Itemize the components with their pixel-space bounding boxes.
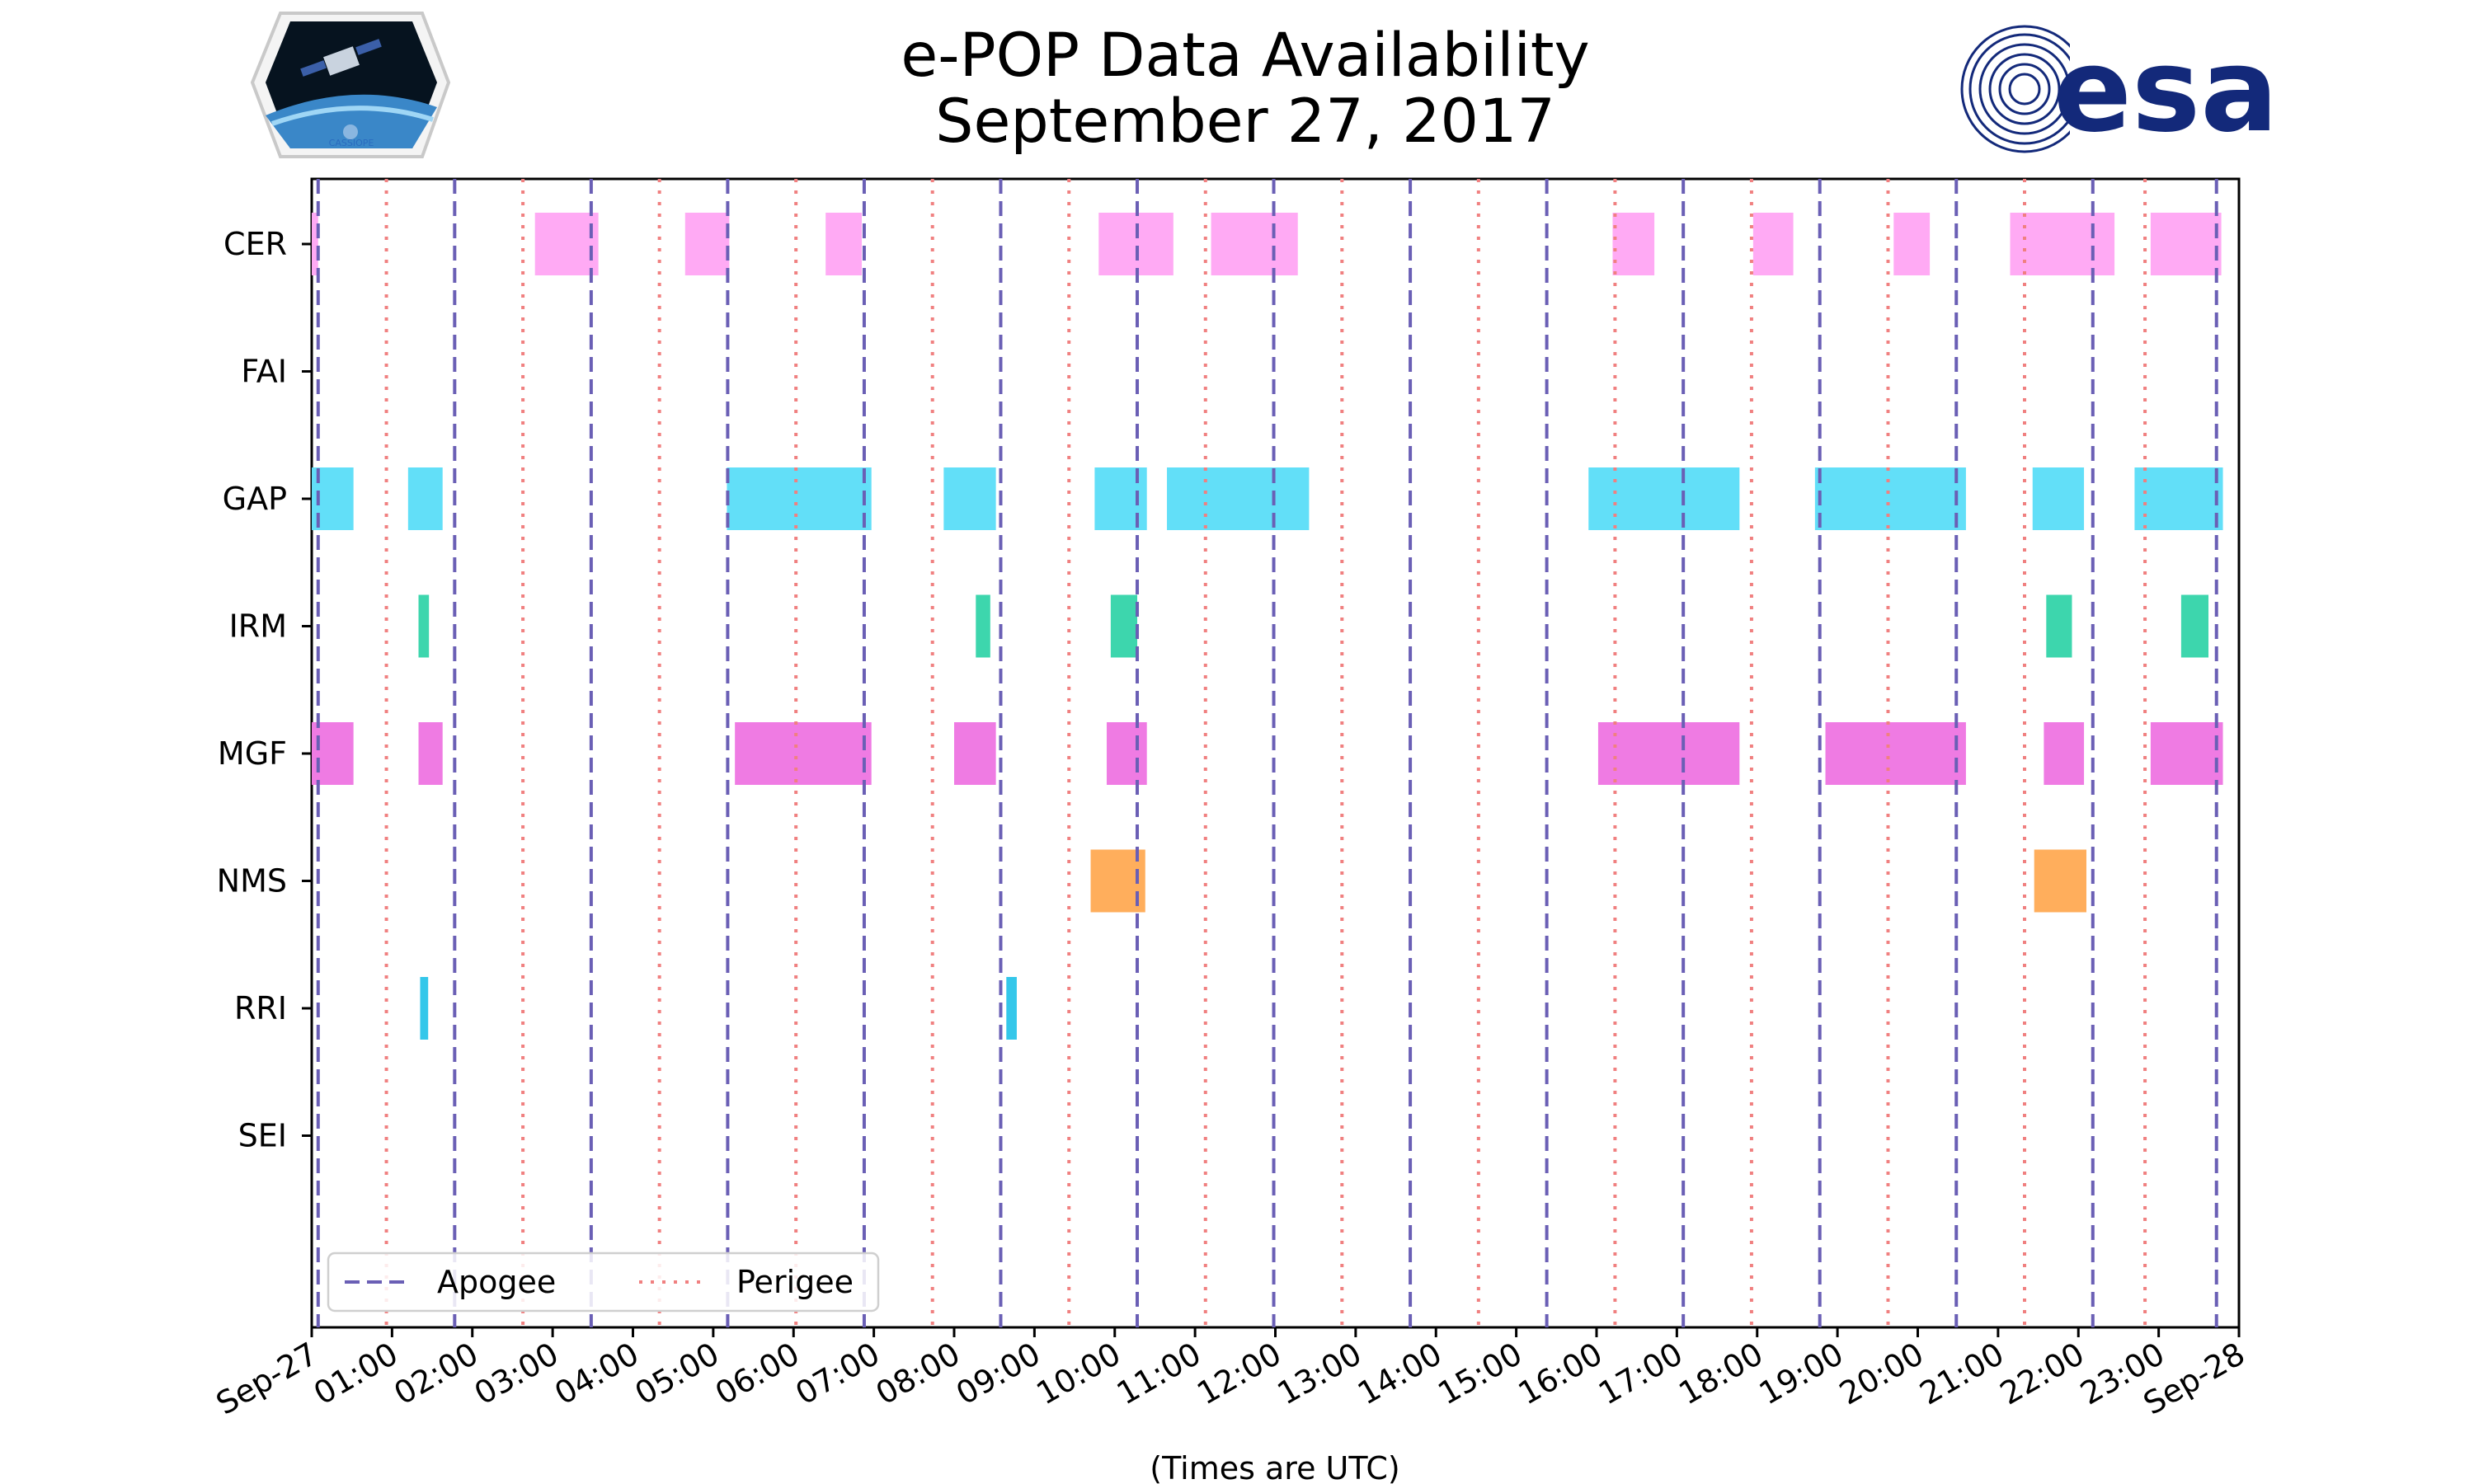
chart-title-line-1: e-POP Data Availability (901, 21, 1589, 91)
bar-irm (418, 594, 430, 658)
x-tick-label-14-00: 14:00 (1352, 1336, 1448, 1412)
bar-irm (2046, 594, 2072, 658)
x-tick-label-04-00: 04:00 (548, 1336, 645, 1412)
legend-box (327, 1252, 880, 1313)
y-axis: CER FAI GAP IRM MGF NMS RRI SEI (217, 226, 312, 1154)
y-tick-label-irm: IRM (229, 608, 287, 645)
x-tick-label-22-00: 22:00 (1994, 1336, 2091, 1412)
bar-cer (534, 213, 599, 275)
bar-cer (684, 213, 730, 275)
cassiope-logo-text: CASSIOPE (329, 138, 374, 148)
y-tick-label-rri: RRI (234, 990, 287, 1026)
x-tick-label-19-00: 19:00 (1753, 1336, 1850, 1412)
legend-perigee-label: Perigee (736, 1264, 854, 1300)
x-tick-label-06-00: 06:00 (709, 1336, 806, 1412)
x-axis: Sep-2701:0002:0003:0004:0005:0006:0007:0… (210, 1327, 2251, 1422)
bar-mgf (1107, 722, 1147, 785)
bar-gap (727, 467, 872, 530)
bar-cer (2150, 213, 2222, 275)
x-tick-label-sep-27: Sep-27 (210, 1336, 324, 1422)
orbit-reference-lines (316, 179, 2218, 1327)
bar-cer (2010, 213, 2115, 275)
bar-cer (1211, 213, 1298, 275)
bar-mgf (954, 722, 996, 785)
x-tick-label-01-00: 01:00 (308, 1336, 404, 1412)
x-tick-label-02-00: 02:00 (388, 1336, 484, 1412)
bar-mgf (1597, 722, 1740, 785)
bar-gap (2134, 467, 2223, 530)
esa-logo: esa (1960, 16, 2279, 161)
bar-mgf (735, 722, 872, 785)
chart-title-line-2: September 27, 2017 (935, 87, 1555, 157)
cassiope-logo: CASSIOPE (250, 12, 451, 158)
x-tick-label-13-00: 13:00 (1272, 1336, 1368, 1412)
y-tick-label-sei: SEI (238, 1118, 287, 1154)
bar-irm (976, 594, 990, 658)
bar-gap (943, 467, 996, 530)
bar-mgf (2150, 722, 2223, 785)
bar-gap (1167, 467, 1310, 530)
bar-cer (312, 213, 318, 275)
x-tick-label-21-00: 21:00 (1914, 1336, 2011, 1412)
bar-mgf (312, 722, 354, 785)
bar-cer (1752, 213, 1794, 275)
bar-gap (1588, 467, 1740, 530)
x-tick-label-20-00: 20:00 (1833, 1336, 1930, 1412)
bar-mgf (1825, 722, 1966, 785)
legend-apogee-label: Apogee (437, 1264, 556, 1300)
bar-cer (825, 213, 863, 275)
bar-gap (407, 467, 443, 530)
bar-gap (2032, 467, 2085, 530)
x-tick-label-10-00: 10:00 (1030, 1336, 1126, 1412)
bar-cer (1893, 213, 1931, 275)
y-tick-label-mgf: MGF (218, 735, 287, 772)
x-tick-label-18-00: 18:00 (1672, 1336, 1769, 1412)
y-tick-label-nms: NMS (217, 863, 287, 899)
x-tick-label-08-00: 08:00 (870, 1336, 967, 1412)
x-tick-label-09-00: 09:00 (950, 1336, 1047, 1412)
bar-rri (1006, 977, 1017, 1040)
y-tick-label-gap: GAP (223, 481, 287, 517)
x-tick-label-16-00: 16:00 (1512, 1336, 1609, 1412)
x-tick-label-11-00: 11:00 (1111, 1336, 1207, 1412)
availability-bars (312, 213, 2223, 1040)
esa-logo-text: esa (2053, 24, 2279, 158)
x-tick-label-12-00: 12:00 (1191, 1336, 1287, 1412)
bar-irm (2180, 594, 2208, 658)
bar-gap (1814, 467, 1966, 530)
x-tick-label-03-00: 03:00 (468, 1336, 565, 1412)
bar-mgf (418, 722, 443, 785)
x-tick-label-07-00: 07:00 (789, 1336, 886, 1412)
bar-rri (420, 977, 429, 1040)
x-tick-label-05-00: 05:00 (629, 1336, 726, 1412)
y-tick-label-fai: FAI (241, 354, 287, 390)
bar-cer (1098, 213, 1174, 275)
x-tick-label-17-00: 17:00 (1592, 1336, 1689, 1412)
bar-cer (1612, 213, 1655, 275)
legend: Apogee Perigee (327, 1252, 880, 1313)
y-tick-label-cer: CER (223, 226, 287, 262)
x-axis-label: (Times are UTC) (1150, 1450, 1399, 1484)
bar-irm (1110, 594, 1138, 658)
x-tick-label-15-00: 15:00 (1432, 1336, 1528, 1412)
bar-mgf (2044, 722, 2085, 785)
bar-gap (1094, 467, 1147, 530)
bar-nms (2034, 849, 2086, 913)
